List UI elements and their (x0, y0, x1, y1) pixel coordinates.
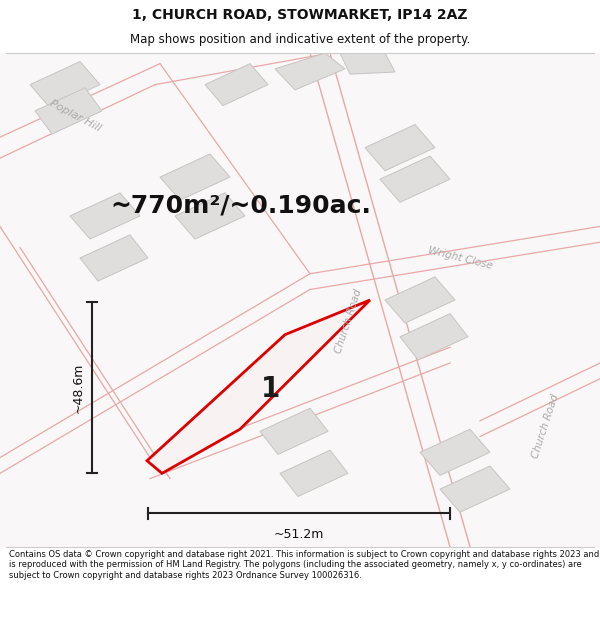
Polygon shape (380, 156, 450, 202)
Text: ~51.2m: ~51.2m (274, 528, 324, 541)
Text: Poplar Hill: Poplar Hill (48, 99, 102, 134)
Polygon shape (260, 408, 328, 454)
Polygon shape (35, 88, 102, 134)
Polygon shape (400, 314, 468, 360)
Polygon shape (80, 235, 148, 281)
Text: 1, CHURCH ROAD, STOWMARKET, IP14 2AZ: 1, CHURCH ROAD, STOWMARKET, IP14 2AZ (132, 8, 468, 22)
Text: Contains OS data © Crown copyright and database right 2021. This information is : Contains OS data © Crown copyright and d… (9, 550, 599, 580)
Polygon shape (340, 53, 395, 74)
Polygon shape (275, 53, 345, 90)
Text: Map shows position and indicative extent of the property.: Map shows position and indicative extent… (130, 32, 470, 46)
Polygon shape (175, 193, 245, 239)
Polygon shape (30, 61, 100, 107)
Text: Wright Close: Wright Close (427, 245, 493, 271)
Polygon shape (420, 429, 490, 476)
Text: Church Road: Church Road (530, 392, 560, 459)
Text: Church Road: Church Road (333, 288, 363, 354)
Polygon shape (0, 53, 600, 547)
Polygon shape (280, 450, 348, 496)
Polygon shape (70, 193, 140, 239)
Polygon shape (440, 466, 510, 512)
Polygon shape (160, 154, 230, 200)
Polygon shape (385, 277, 455, 323)
Text: ~770m²/~0.190ac.: ~770m²/~0.190ac. (110, 194, 371, 218)
Text: ~48.6m: ~48.6m (71, 362, 85, 413)
Text: 1: 1 (261, 375, 280, 403)
Polygon shape (365, 124, 435, 171)
Polygon shape (205, 64, 268, 106)
Polygon shape (147, 300, 370, 473)
